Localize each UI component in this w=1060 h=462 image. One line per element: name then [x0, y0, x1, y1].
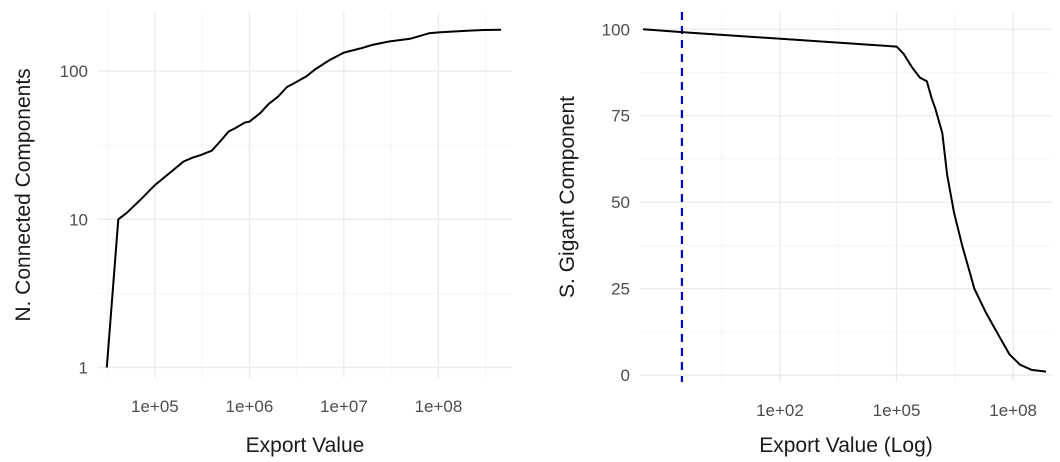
right-x-axis-title: Export Value (Log): [759, 434, 933, 457]
x-tick-label: 1e+08: [989, 401, 1037, 420]
y-tick-label: 75: [611, 107, 630, 126]
right-panel: 1e+02 1e+05 1e+08 0 25 50 75 100 Export Value …: [556, 12, 1052, 457]
y-tick-label: 50: [611, 193, 630, 212]
x-tick-label: 1e+02: [756, 401, 804, 420]
left-x-tick-labels: 1e+05 1e+06 1e+07 1e+08: [131, 397, 462, 416]
left-panel: 1e+05 1e+06 1e+07 1e+08 1 10 100 Export Value…: [12, 12, 512, 457]
x-tick-label: 1e+05: [131, 397, 179, 416]
y-tick-label: 100: [602, 20, 630, 39]
y-tick-label: 1: [79, 359, 88, 378]
x-tick-label: 1e+06: [226, 397, 274, 416]
left-x-axis-title: Export Value: [246, 434, 365, 457]
y-tick-label: 100: [60, 62, 88, 81]
y-tick-label: 25: [611, 280, 630, 299]
left-y-axis-title: N. Connected Components: [12, 68, 35, 321]
right-series-line: [643, 28, 1047, 373]
right-y-axis-title: S. Gigant Component: [556, 96, 579, 298]
right-x-tick-labels: 1e+02 1e+05 1e+08: [756, 401, 1037, 420]
x-tick-label: 1e+07: [320, 397, 368, 416]
x-tick-label: 1e+05: [873, 401, 921, 420]
y-tick-label: 10: [69, 210, 88, 229]
right-grid: [640, 12, 1052, 382]
left-series-line: [105, 28, 502, 368]
y-tick-label: 0: [621, 366, 630, 385]
left-y-tick-labels: 1 10 100: [60, 62, 88, 378]
right-y-tick-labels: 0 25 50 75 100: [602, 20, 630, 385]
left-grid: [98, 12, 512, 378]
x-tick-label: 1e+08: [415, 397, 463, 416]
